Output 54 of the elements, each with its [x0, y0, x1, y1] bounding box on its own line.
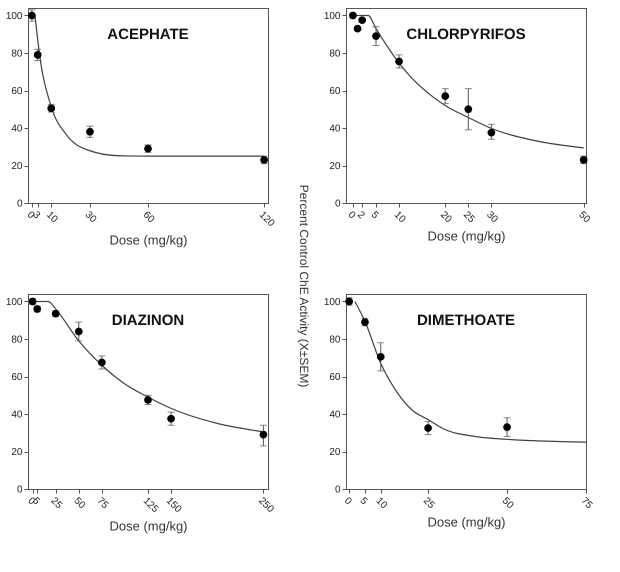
text: CHLORPYRIFOS [406, 26, 526, 43]
x-tick-label: 75 [94, 496, 111, 512]
text: DIAZINON [112, 312, 184, 329]
y-tick-label: 20 [329, 447, 341, 458]
x-tick-label: 25 [420, 496, 437, 512]
y-axis-title: Percent Control ChE Activity (X±SEM) [297, 184, 311, 388]
y-tick-label: 0 [334, 484, 341, 496]
y-tick-label: 40 [329, 124, 341, 134]
y-tick-label: 60 [11, 372, 23, 383]
x-tick-label: 125 [140, 496, 161, 516]
y-tick-label: 60 [11, 86, 23, 97]
y-tick-label: 100 [324, 11, 341, 22]
x-tick-label: 60 [140, 210, 157, 226]
x-axis-title: Dose (mg/kg) [427, 514, 506, 530]
y-tick-label: 40 [11, 410, 23, 420]
x-axis-title: Dose (mg/kg) [427, 228, 506, 244]
x-tick-label: 30 [484, 210, 500, 226]
x-tick-label: 5 [358, 496, 370, 508]
x-tick-label: 10 [373, 496, 390, 512]
y-tick-label: 0 [16, 484, 23, 496]
text: DIMETHOATE [416, 312, 516, 329]
text: ACEPHATE [107, 26, 189, 43]
y-tick-label: 80 [329, 48, 341, 60]
y-tick-label: 80 [11, 334, 23, 346]
x-tick-label: 10 [392, 210, 408, 226]
y-tick-label: 20 [11, 447, 23, 458]
y-tick-label: 100 [324, 297, 341, 308]
y-tick-label: 0 [334, 198, 341, 210]
x-axis-title: Dose (mg/kg) [109, 232, 188, 248]
x-axis-title: Dose (mg/kg) [109, 518, 188, 534]
y-tick-label: 60 [329, 372, 341, 383]
y-tick-label: 80 [11, 48, 23, 60]
y-tick-label: 100 [6, 297, 23, 308]
y-tick-label: 60 [329, 86, 341, 97]
x-tick-label: 150 [164, 496, 184, 516]
x-tick-label: 50 [500, 496, 516, 512]
y-tick-label: 100 [6, 11, 23, 22]
x-tick-label: 25 [461, 210, 477, 226]
x-tick-label: 10 [44, 210, 60, 226]
y-tick-label: 40 [329, 410, 341, 420]
x-tick-label: 25 [48, 496, 64, 512]
y-tick-label: 20 [329, 161, 341, 172]
x-tick-label: 30 [82, 210, 99, 226]
x-tick-label: 5 [368, 210, 381, 222]
x-tick-label: 20 [438, 210, 454, 226]
y-tick-label: 20 [11, 161, 23, 172]
x-tick-label: 120 [256, 210, 277, 230]
x-tick-label: 250 [256, 496, 276, 516]
y-tick-label: 40 [11, 124, 23, 134]
x-tick-label: 75 [578, 496, 595, 512]
y-tick-label: 0 [16, 198, 23, 210]
x-tick-label: 50 [576, 210, 592, 226]
x-tick-label: 50 [71, 496, 88, 512]
y-tick-label: 80 [329, 334, 341, 346]
